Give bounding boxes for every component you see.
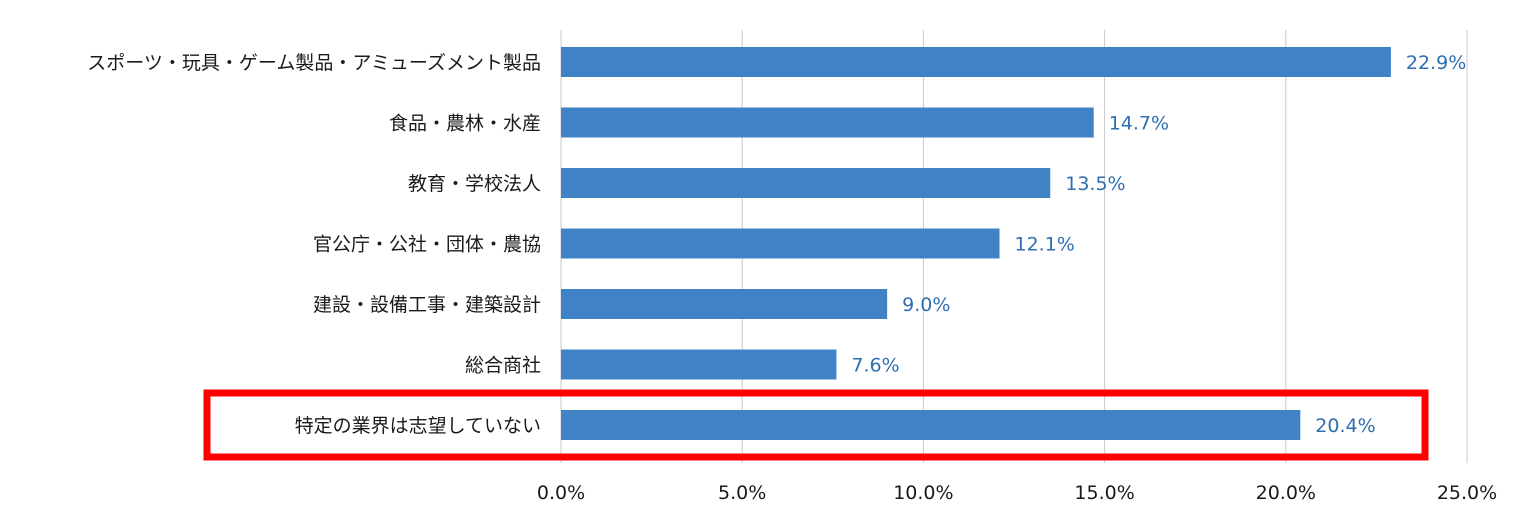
bar [561, 228, 1000, 259]
data-label: 12.1% [1015, 234, 1075, 256]
category-label: 教育・学校法人 [408, 173, 541, 195]
x-axis-tick-labels: 0.0% 5.0% 10.0% 15.0% 20.0% 25.0% [537, 482, 1497, 504]
x-tick-label: 5.0% [718, 482, 766, 504]
bar [561, 168, 1051, 198]
data-label: 7.6% [851, 355, 899, 377]
x-tick-label: 20.0% [1256, 482, 1316, 504]
category-labels: スポーツ・玩具・ゲーム製品・アミューズメント製品食品・農林・水産教育・学校法人官… [87, 52, 541, 437]
data-label: 9.0% [902, 294, 950, 316]
data-label: 22.9% [1406, 52, 1466, 74]
x-tick-label: 0.0% [537, 482, 585, 504]
data-label: 14.7% [1109, 113, 1169, 135]
bar [561, 47, 1391, 77]
category-label: 建設・設備工事・建築設計 [313, 294, 541, 316]
bar [561, 107, 1094, 138]
highlight-box [203, 389, 1429, 461]
data-label: 13.5% [1065, 173, 1125, 195]
x-tick-label: 25.0% [1437, 482, 1497, 504]
data-label: 20.4% [1315, 415, 1375, 437]
x-tick-label: 10.0% [893, 482, 953, 504]
category-label: 総合商社 [465, 355, 541, 377]
category-label: 特定の業界は志望していない [295, 415, 541, 437]
bar [561, 410, 1301, 440]
bars [561, 47, 1391, 440]
x-tick-label: 15.0% [1074, 482, 1134, 504]
data-labels: 22.9% 14.7% 13.5% 12.1% 9.0% 7.6% 20.4% [851, 52, 1466, 437]
category-label: スポーツ・玩具・ゲーム製品・アミューズメント製品 [87, 52, 541, 74]
highlight-layer [203, 389, 1429, 461]
category-label: 食品・農林・水産 [389, 113, 541, 135]
bar [561, 289, 888, 319]
bar [561, 349, 837, 380]
category-label: 官公庁・公社・団体・農協 [313, 234, 541, 256]
